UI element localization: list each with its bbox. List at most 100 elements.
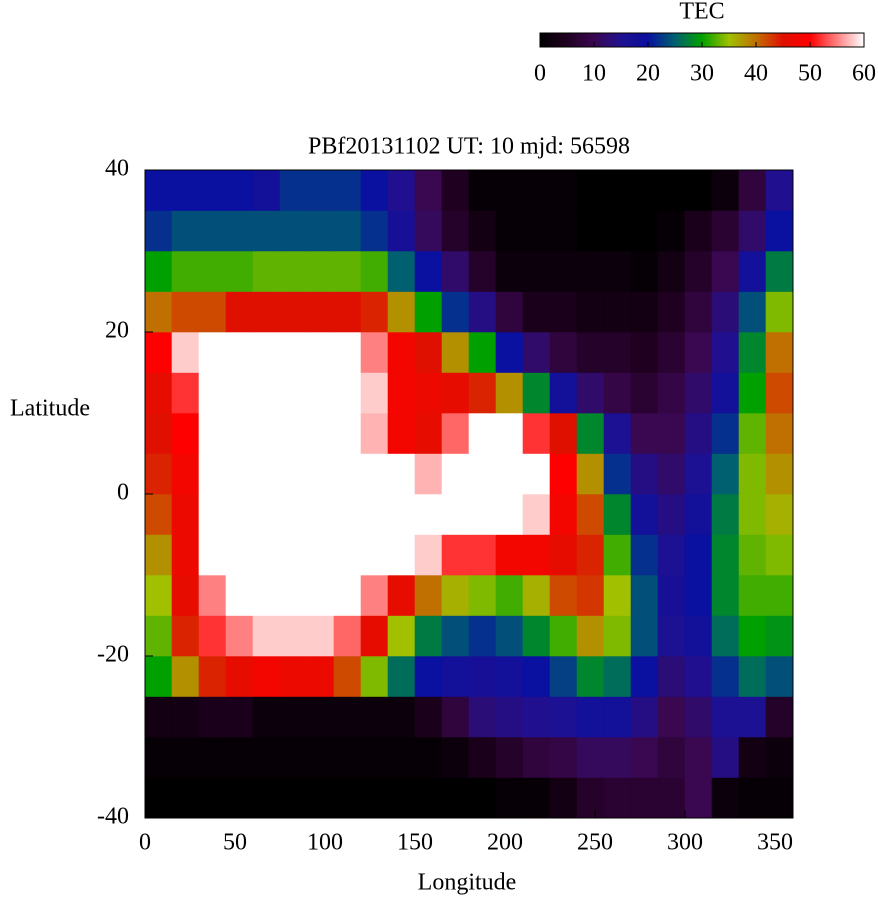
heat-cell — [225, 372, 254, 414]
heat-cell — [441, 777, 470, 819]
heat-cell — [711, 210, 740, 252]
heat-cell — [522, 291, 551, 333]
y-tick-label: 40 — [105, 156, 129, 182]
heat-cell — [306, 615, 335, 657]
heat-cell — [603, 412, 632, 454]
heat-cell — [441, 574, 470, 616]
heat-cell — [252, 655, 281, 697]
heat-cell — [279, 453, 308, 495]
heat-cell — [657, 777, 686, 819]
heat-cell — [360, 250, 389, 292]
heat-cell — [765, 331, 794, 373]
heat-cell — [630, 210, 659, 252]
heat-cell — [468, 169, 497, 211]
heat-cell — [360, 696, 389, 738]
heat-cell — [306, 372, 335, 414]
heat-cell — [171, 493, 200, 535]
heat-cell — [171, 331, 200, 373]
heat-cell — [198, 210, 227, 252]
heat-cell — [387, 493, 416, 535]
heat-cell — [333, 534, 362, 576]
heat-cell — [576, 372, 605, 414]
heat-cell — [144, 372, 173, 414]
heat-cell — [387, 534, 416, 576]
heat-cell — [279, 615, 308, 657]
heat-cell — [414, 331, 443, 373]
x-tick-label: 200 — [487, 830, 523, 856]
heat-cell — [225, 655, 254, 697]
heat-cell — [711, 169, 740, 211]
heat-cell — [549, 696, 578, 738]
heat-cell — [765, 574, 794, 616]
heat-cell — [657, 453, 686, 495]
heat-cell — [333, 615, 362, 657]
heat-cell — [306, 291, 335, 333]
heat-cell — [684, 777, 713, 819]
heat-cell — [711, 696, 740, 738]
heat-cell — [603, 736, 632, 778]
heat-cell — [171, 453, 200, 495]
heat-cell — [657, 696, 686, 738]
heat-cell — [333, 372, 362, 414]
heat-cell — [576, 331, 605, 373]
heat-cell — [360, 777, 389, 819]
heat-cell — [144, 210, 173, 252]
heat-cell — [549, 372, 578, 414]
heat-cell — [765, 453, 794, 495]
heat-cell — [576, 412, 605, 454]
heat-cell — [576, 493, 605, 535]
heat-cell — [738, 655, 767, 697]
heat-cell — [468, 453, 497, 495]
heat-cell — [144, 412, 173, 454]
heat-cell — [144, 655, 173, 697]
heat-cell — [549, 493, 578, 535]
heat-cell — [495, 250, 524, 292]
heat-cell — [252, 615, 281, 657]
heat-cell — [522, 655, 551, 697]
heat-cell — [171, 534, 200, 576]
heat-cell — [468, 372, 497, 414]
heat-cell — [738, 210, 767, 252]
heat-cell — [657, 250, 686, 292]
heat-cell — [225, 696, 254, 738]
heat-cell — [387, 777, 416, 819]
heat-cell — [684, 412, 713, 454]
heat-cell — [738, 777, 767, 819]
heat-cell — [549, 655, 578, 697]
heat-cell — [657, 210, 686, 252]
heat-cell — [738, 291, 767, 333]
heat-cell — [198, 493, 227, 535]
heat-cell — [360, 372, 389, 414]
heat-cell — [441, 493, 470, 535]
heat-cell — [603, 574, 632, 616]
heat-cell — [387, 372, 416, 414]
heat-cell — [576, 534, 605, 576]
heat-cell — [225, 534, 254, 576]
chart-title: PBf20131102 UT: 10 mjd: 56598 — [308, 134, 630, 160]
heat-cell — [711, 777, 740, 819]
heat-cell — [441, 736, 470, 778]
heat-cell — [144, 169, 173, 211]
x-tick-label: 350 — [757, 830, 793, 856]
heat-cell — [441, 696, 470, 738]
heat-cell — [468, 777, 497, 819]
heat-cell — [414, 574, 443, 616]
heat-cell — [252, 534, 281, 576]
heat-cell — [684, 453, 713, 495]
heat-cell — [630, 655, 659, 697]
heat-cell — [306, 696, 335, 738]
heat-cell — [360, 453, 389, 495]
heat-cell — [684, 493, 713, 535]
heat-cell — [279, 777, 308, 819]
heat-cell — [279, 372, 308, 414]
heat-cell — [711, 250, 740, 292]
heat-cell — [765, 615, 794, 657]
heat-cell — [576, 777, 605, 819]
heat-cell — [468, 250, 497, 292]
heat-cell — [765, 372, 794, 414]
heat-cell — [441, 412, 470, 454]
heat-cell — [630, 574, 659, 616]
heat-cell — [306, 655, 335, 697]
x-tick-label: 150 — [397, 830, 433, 856]
heat-cell — [684, 534, 713, 576]
